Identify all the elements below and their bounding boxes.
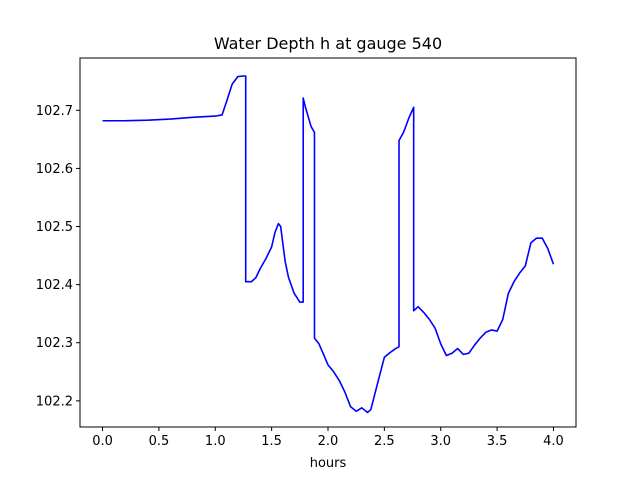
x-tick-label: 4.0 [543, 434, 564, 449]
series-line-0 [102, 75, 555, 414]
x-axis-ticks: 0.0 0.5 1.0 1.5 2.0 2.5 3.0 3.5 4.0 [92, 427, 564, 449]
x-tick-label: 3.0 [430, 434, 451, 449]
series-layer [102, 75, 555, 414]
x-tick-label: 0.0 [92, 434, 113, 449]
x-tick-label: 0.5 [149, 434, 170, 449]
plot-area-frame [79, 57, 577, 428]
y-tick-label: 102.5 [36, 220, 73, 235]
y-tick-label: 102.3 [36, 336, 73, 351]
y-tick-label: 102.4 [36, 278, 73, 293]
y-tick-label: 102.7 [36, 104, 73, 119]
x-axis-label: hours [310, 456, 347, 471]
chart-title: Water Depth h at gauge 540 [214, 34, 442, 53]
x-tick-label: 1.5 [261, 434, 282, 449]
y-tick-label: 102.6 [36, 162, 73, 177]
x-tick-label: 2.5 [374, 434, 395, 449]
x-tick-label: 1.0 [205, 434, 226, 449]
x-tick-label: 2.0 [318, 434, 339, 449]
x-tick-label: 3.5 [487, 434, 508, 449]
y-axis-ticks: 102.2 102.3 102.4 102.5 102.6 102.7 [36, 104, 80, 409]
y-tick-label: 102.2 [36, 394, 73, 409]
